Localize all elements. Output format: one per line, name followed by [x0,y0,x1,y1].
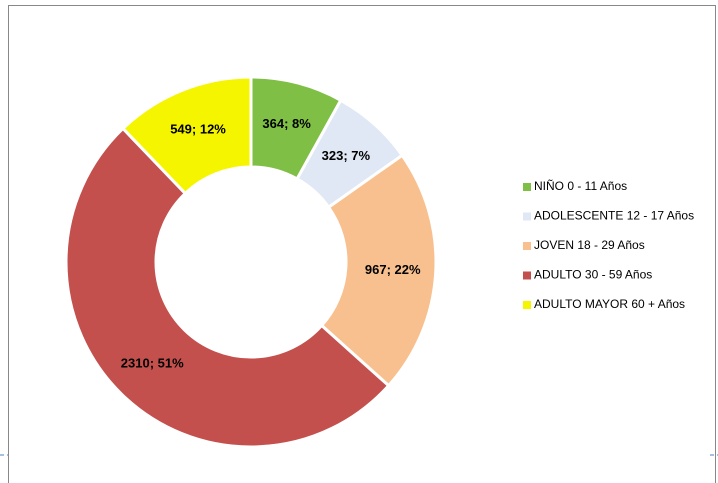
data-label: 364; 8% [262,116,311,131]
donut-slice [120,75,253,196]
data-label: 323; 7% [322,148,371,163]
legend-swatch [523,301,531,309]
legend-swatch [523,271,531,280]
legend-label: ADOLESCENTE 12 - 17 Años [534,209,694,223]
legend-swatch [523,242,531,250]
data-label: 967; 22% [365,262,421,277]
data-label: 549; 12% [170,122,226,137]
data-label: 2310; 51% [121,355,184,370]
donut-slice [64,126,391,449]
legend-label: NIÑO 0 - 11 Años [534,179,627,193]
legend-label: ADULTO MAYOR 60 + Años [534,297,685,311]
legend-label: JOVEN 18 - 29 Años [534,238,645,252]
legend-swatch [523,183,531,191]
legend-swatch [523,212,531,221]
donut-slice [319,153,438,388]
legend-label: ADULTO 30 - 59 Años [534,268,652,282]
